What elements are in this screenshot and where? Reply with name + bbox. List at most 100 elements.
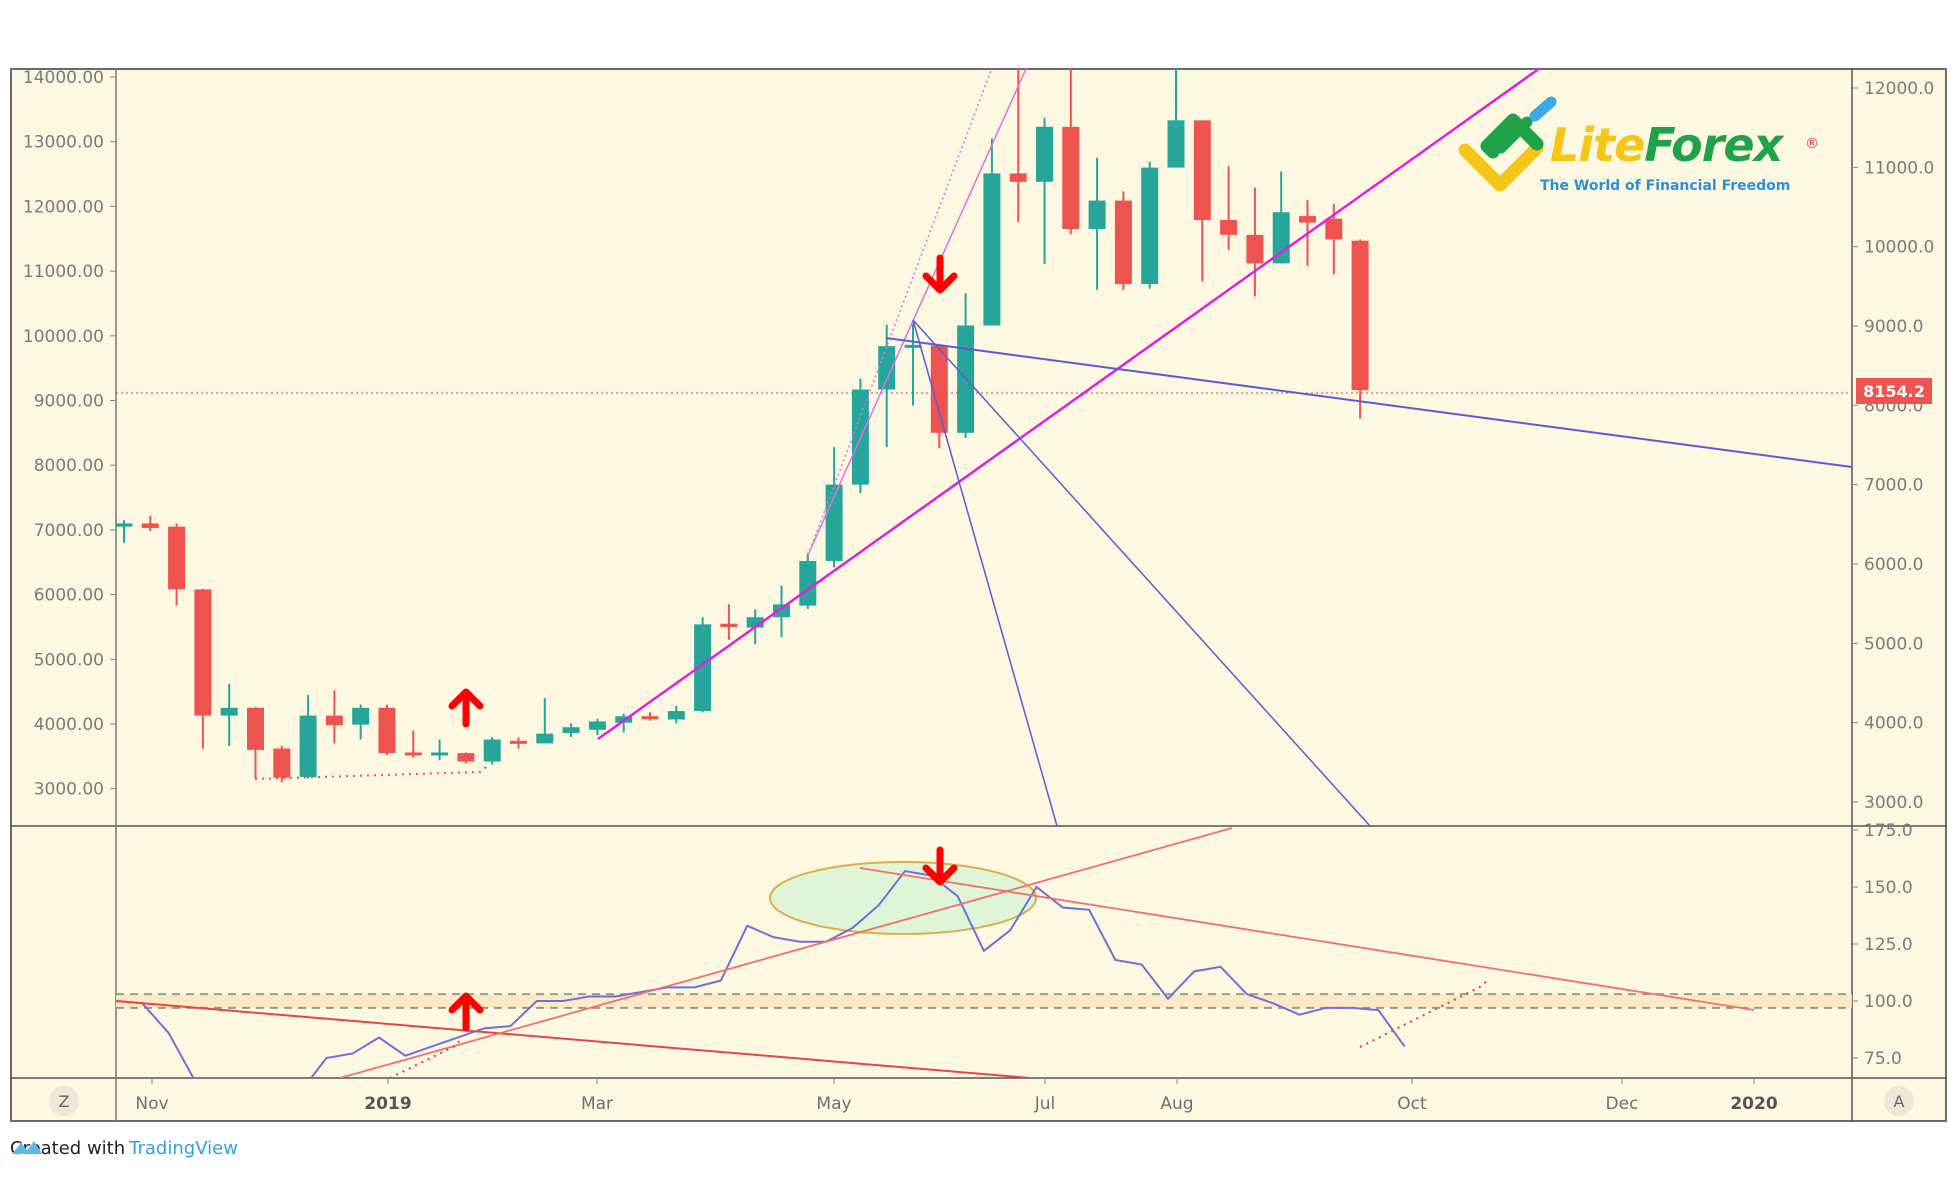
time-axis-label: Nov bbox=[135, 1094, 168, 1114]
candle[interactable] bbox=[457, 752, 475, 764]
indicator-axis-label: 75.0 bbox=[1864, 1049, 1902, 1069]
candle[interactable] bbox=[904, 323, 922, 406]
candle[interactable] bbox=[536, 698, 554, 744]
indicator-falling-trendline bbox=[116, 1000, 1031, 1078]
candle[interactable] bbox=[799, 553, 817, 609]
steep-trendline bbox=[807, 68, 1028, 556]
candle[interactable] bbox=[1141, 161, 1159, 289]
candle[interactable] bbox=[878, 324, 896, 448]
left-axis-label: 3000.00 bbox=[34, 780, 104, 800]
right-axis-label: 9000.0 bbox=[1864, 317, 1923, 337]
indicator-axis-label: 175.0 bbox=[1864, 821, 1913, 841]
candle[interactable] bbox=[1246, 187, 1264, 297]
time-axis-label: 2019 bbox=[364, 1094, 411, 1114]
candle[interactable] bbox=[825, 447, 843, 568]
candle-body bbox=[483, 739, 501, 762]
candle[interactable] bbox=[930, 345, 948, 449]
candle[interactable] bbox=[1036, 117, 1053, 264]
indicator-axis-label: 150.0 bbox=[1864, 878, 1913, 898]
candle-body bbox=[141, 523, 159, 528]
right-axis-label: 5000.0 bbox=[1864, 634, 1923, 654]
candle-body bbox=[299, 715, 317, 778]
buy-signal-arrow-icon bbox=[448, 688, 484, 728]
candle-body bbox=[404, 752, 422, 756]
indicator-dotted-line-1 bbox=[389, 1037, 463, 1078]
candle-body bbox=[1062, 126, 1080, 230]
candle[interactable] bbox=[957, 293, 975, 439]
scale-toggle-button-left[interactable]: Z bbox=[49, 1086, 79, 1116]
time-axis-label: Oct bbox=[1397, 1094, 1427, 1114]
candle[interactable] bbox=[851, 378, 869, 494]
candle-body bbox=[325, 715, 343, 726]
candle-body bbox=[1193, 120, 1211, 220]
candle[interactable] bbox=[1088, 157, 1106, 290]
logo-wordmark: LiteForex bbox=[1550, 118, 1783, 172]
indicator-dotted-line-2 bbox=[1359, 979, 1489, 1048]
candle[interactable] bbox=[1114, 191, 1132, 290]
right-axis-label: 4000.0 bbox=[1864, 714, 1923, 734]
candle[interactable] bbox=[1220, 166, 1238, 250]
price-pane[interactable] bbox=[116, 60, 1853, 826]
right-axis-label: 11000.0 bbox=[1864, 158, 1934, 178]
candle[interactable] bbox=[404, 730, 422, 758]
candle[interactable] bbox=[588, 718, 606, 735]
candle[interactable] bbox=[483, 736, 501, 765]
candle[interactable] bbox=[510, 737, 527, 749]
steep-trendline-dotted bbox=[807, 68, 993, 556]
candle-body bbox=[1036, 126, 1053, 182]
candle[interactable] bbox=[1062, 64, 1080, 235]
indicator-pane[interactable] bbox=[116, 827, 1852, 1092]
candle[interactable] bbox=[194, 588, 212, 749]
candle[interactable] bbox=[1351, 239, 1369, 419]
candle[interactable] bbox=[220, 683, 238, 746]
sell-signal-arrow bbox=[922, 254, 958, 294]
last-price-tag: 8154.2 bbox=[1856, 378, 1932, 404]
peak-highlight-ellipse bbox=[769, 861, 1037, 935]
candle-body bbox=[536, 733, 554, 744]
candle[interactable] bbox=[1009, 64, 1027, 222]
candle[interactable] bbox=[562, 723, 580, 737]
candle-body bbox=[273, 748, 291, 778]
left-price-axis[interactable]: 14000.00 13000.00 12000.00 11000.00 10000.00… bbox=[23, 68, 116, 800]
candle[interactable] bbox=[141, 515, 159, 532]
tradingview-link[interactable]: TradingView bbox=[129, 1138, 238, 1159]
candle[interactable] bbox=[1193, 120, 1211, 282]
auto-scale-button[interactable]: A bbox=[1884, 1086, 1914, 1116]
candle[interactable] bbox=[116, 520, 133, 543]
candle[interactable] bbox=[352, 704, 370, 740]
candle-body bbox=[220, 707, 238, 716]
indicator-axis-label: 100.0 bbox=[1864, 992, 1913, 1012]
candle-body bbox=[825, 484, 843, 561]
right-price-axis[interactable]: 12000.011000.010000.09000.08000.07000.06… bbox=[1852, 79, 1934, 813]
candle[interactable] bbox=[641, 712, 659, 721]
time-axis[interactable]: Nov 2019 Mar May Jul Aug Oct Dec 2020 bbox=[135, 1078, 1778, 1114]
candle-body bbox=[799, 560, 817, 606]
candle[interactable] bbox=[431, 739, 449, 761]
candle[interactable] bbox=[378, 704, 396, 756]
chart-frame[interactable] bbox=[10, 68, 1947, 1122]
candle[interactable] bbox=[720, 604, 738, 640]
candle[interactable] bbox=[168, 523, 186, 606]
left-axis-label: 7000.00 bbox=[34, 521, 104, 541]
candle-body bbox=[983, 173, 1001, 326]
tradingview-logo-icon bbox=[12, 1141, 42, 1154]
candle-body bbox=[457, 753, 475, 762]
candle[interactable] bbox=[299, 694, 317, 779]
candle[interactable] bbox=[325, 690, 343, 744]
indicator-rising-trendline bbox=[339, 827, 1233, 1078]
left-axis-label: 14000.00 bbox=[23, 68, 104, 88]
candle[interactable] bbox=[247, 707, 264, 779]
candle[interactable] bbox=[773, 585, 790, 638]
indicator-axis[interactable]: 175.0 150.0 125.0 100.0 75.0 bbox=[1852, 821, 1913, 1069]
right-axis-label: 3000.0 bbox=[1864, 793, 1923, 813]
left-axis-label: 6000.00 bbox=[34, 586, 104, 606]
candle[interactable] bbox=[983, 138, 1001, 326]
candle-body bbox=[773, 604, 790, 618]
candle[interactable] bbox=[273, 745, 291, 783]
indicator-divergence-line bbox=[859, 867, 1755, 1011]
candle[interactable] bbox=[667, 705, 685, 724]
candle-body bbox=[1088, 200, 1106, 230]
candle[interactable] bbox=[1167, 67, 1185, 168]
registered-mark: ® bbox=[1805, 136, 1819, 152]
